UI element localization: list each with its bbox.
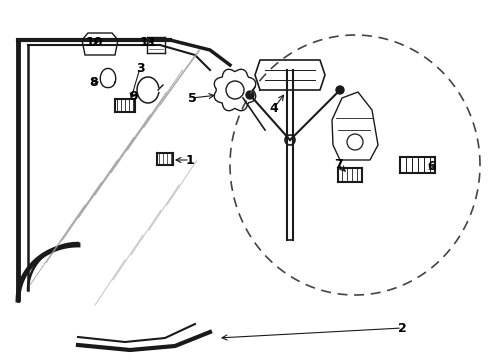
Text: 2: 2 <box>397 321 406 334</box>
Text: 8: 8 <box>90 76 98 89</box>
Text: 1: 1 <box>186 153 195 166</box>
Text: 3: 3 <box>136 62 145 75</box>
Text: 5: 5 <box>188 91 196 104</box>
Text: 7: 7 <box>334 158 343 171</box>
Circle shape <box>246 91 254 99</box>
Text: 4: 4 <box>270 102 278 114</box>
Text: 9: 9 <box>130 90 138 104</box>
Circle shape <box>336 86 344 94</box>
Text: 6: 6 <box>428 161 436 174</box>
Text: 11: 11 <box>139 36 157 49</box>
Text: 10: 10 <box>85 36 103 49</box>
